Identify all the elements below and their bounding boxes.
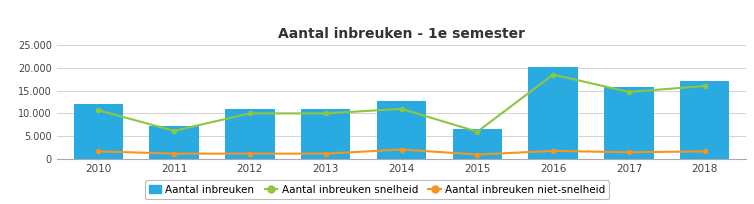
Bar bbox=[225, 109, 274, 159]
Title: Aantal inbreuken - 1e semester: Aantal inbreuken - 1e semester bbox=[278, 27, 525, 41]
Bar bbox=[301, 109, 351, 159]
Bar bbox=[604, 87, 654, 159]
Bar bbox=[74, 104, 123, 159]
Bar bbox=[529, 67, 578, 159]
Bar bbox=[680, 81, 729, 159]
Bar bbox=[149, 126, 199, 159]
Bar bbox=[452, 129, 502, 159]
Legend: Aantal inbreuken, Aantal inbreuken snelheid, Aantal inbreuken niet-snelheid: Aantal inbreuken, Aantal inbreuken snelh… bbox=[145, 181, 609, 199]
Bar bbox=[377, 101, 426, 159]
